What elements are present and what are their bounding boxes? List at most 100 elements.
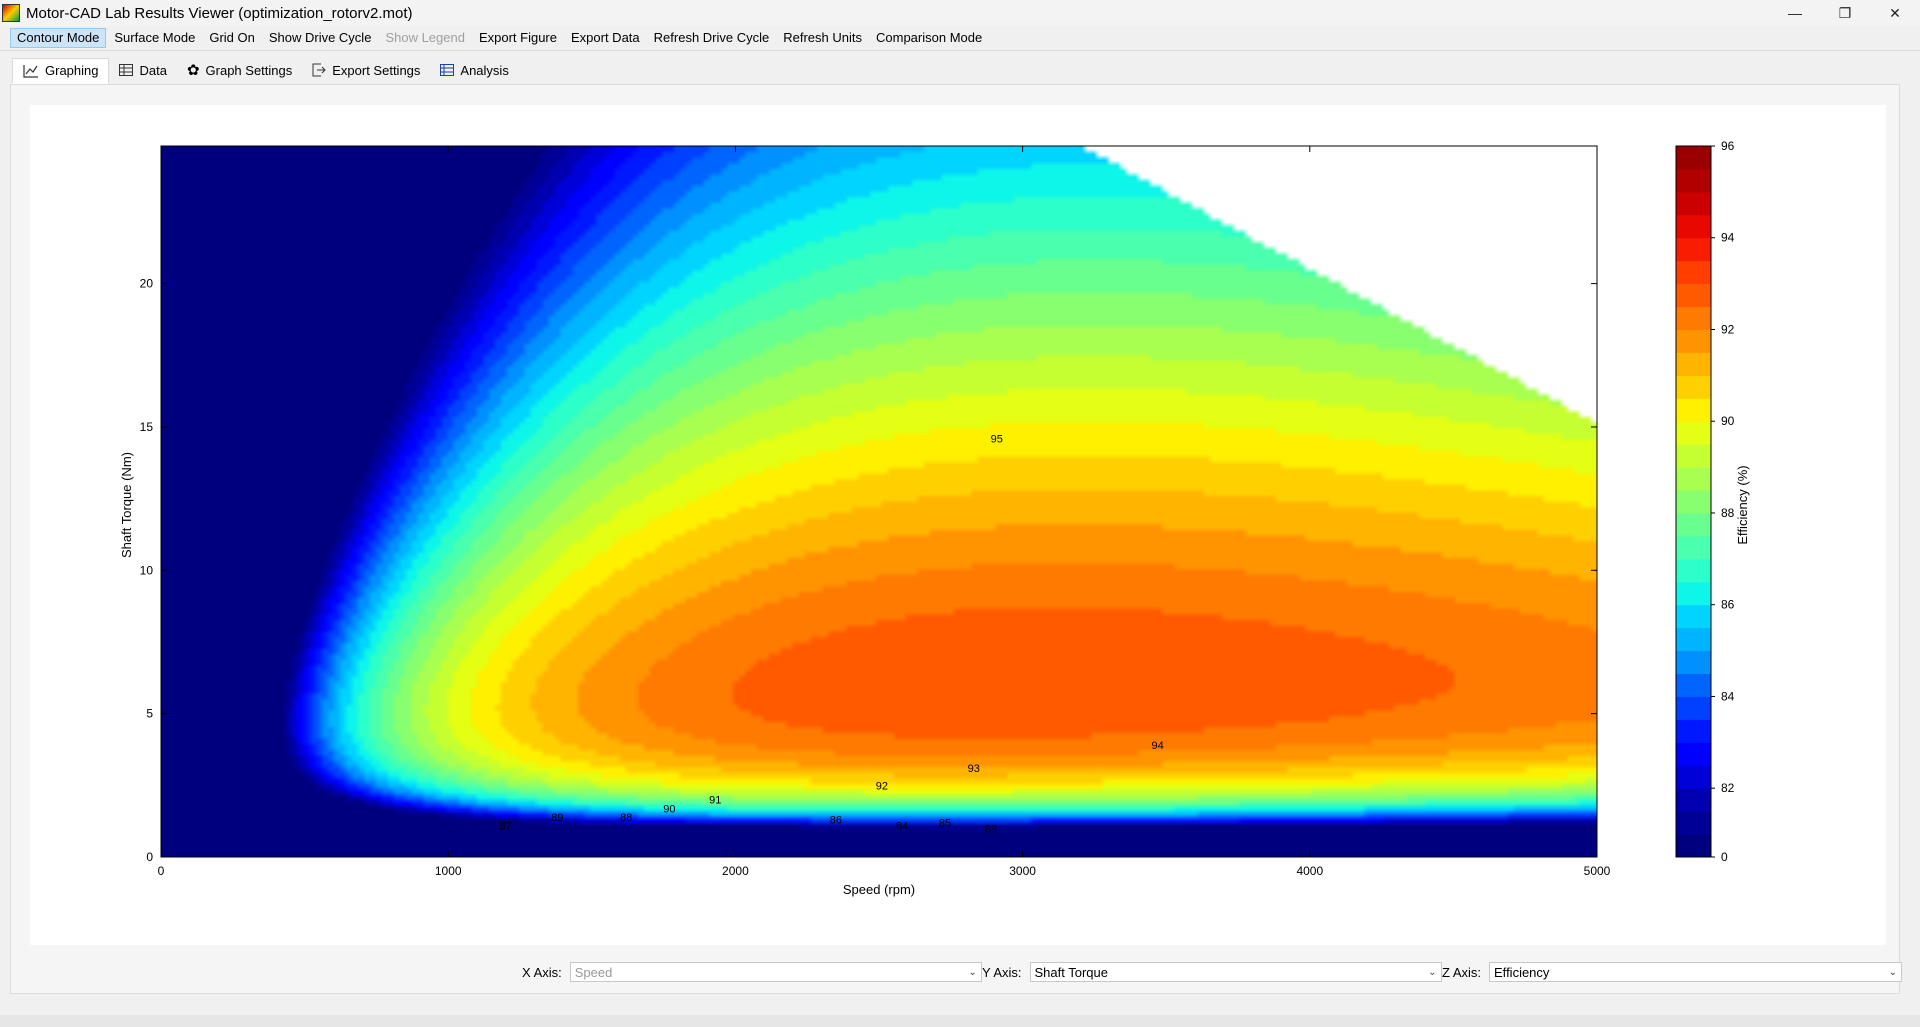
colorbar-band	[1676, 604, 1711, 629]
gear-icon: ✿	[186, 62, 200, 79]
x-tick-label: 5000	[1584, 864, 1611, 878]
show-drive-cycle-button[interactable]: Show Drive Cycle	[268, 30, 372, 45]
x-tick-label: 2000	[722, 864, 749, 878]
colorbar-band	[1676, 375, 1711, 399]
colorbar-band	[1676, 352, 1711, 376]
y-tick-label: 10	[140, 563, 154, 577]
table-icon	[119, 64, 134, 76]
contour-plot-svg: 0 1000 2000 3000 4000 5000 0 5 10 15 20 Speed (rp…	[119, 139, 1750, 897]
colorbar-band	[1676, 467, 1711, 491]
contour-label: 92	[876, 780, 888, 792]
contour-label: 93	[968, 763, 980, 775]
colorbar-tick-label: 84	[1721, 689, 1735, 703]
colorbar-band	[1676, 306, 1711, 330]
tab-analysis-label: Analysis	[460, 62, 509, 78]
tab-data-label: Data	[139, 62, 167, 78]
colorbar-tick-label: 94	[1721, 231, 1735, 245]
colorbar-tick-label: 0	[1721, 850, 1728, 864]
x-tick-label: 3000	[1009, 864, 1036, 878]
y-axis-label: Shaft Torque (Nm)	[119, 452, 134, 558]
tab-export-settings[interactable]: Export Settings	[302, 58, 430, 84]
line-chart-icon	[23, 64, 39, 78]
colorbar-band	[1676, 214, 1711, 239]
x-tick-label: 4000	[1296, 864, 1323, 878]
chevron-down-icon: ⌄	[1888, 966, 1898, 978]
colorbar-band	[1676, 398, 1711, 422]
colorbar-tick-label: 82	[1721, 781, 1735, 795]
comparison-mode-button[interactable]: Comparison Mode	[876, 30, 983, 45]
tab-graph-settings[interactable]: ✿ Graph Settings	[177, 58, 302, 84]
contour-label: 85	[939, 818, 951, 830]
refresh-drive-cycle-button[interactable]: Refresh Drive Cycle	[653, 30, 770, 45]
export-figure-button[interactable]: Export Figure	[478, 30, 557, 45]
contour-label: 87	[500, 820, 512, 832]
y-tick-label: 5	[146, 707, 153, 721]
close-icon[interactable]: ✕	[1889, 4, 1901, 21]
colorbar-tick-label: 88	[1721, 506, 1735, 520]
colorbar-tick-label: 86	[1721, 598, 1735, 612]
x-axis-select-value: Speed	[574, 964, 613, 980]
y-axis-select[interactable]: Shaft Torque ⌄	[1029, 962, 1442, 982]
colorbar-frame	[1675, 145, 1712, 858]
contour-plot-area: 0 1000 2000 3000 4000 5000 0 5 10 15 20 Speed (rp…	[30, 105, 1886, 945]
tab-data[interactable]: Data	[109, 58, 176, 84]
surface-mode-button[interactable]: Surface Mode	[114, 30, 196, 45]
colorbar-band	[1676, 673, 1711, 697]
colorbar-band	[1676, 627, 1711, 652]
colorbar-band	[1676, 490, 1711, 514]
contour-label: 94	[1151, 740, 1163, 752]
colorbar-band	[1676, 788, 1711, 812]
z-axis-select[interactable]: Efficiency ⌄	[1489, 962, 1903, 982]
x-tick-label: 1000	[435, 864, 462, 878]
colorbar-band	[1676, 719, 1711, 743]
tab-export-settings-label: Export Settings	[332, 62, 421, 78]
contour-label: 91	[709, 795, 721, 807]
contour-mode-button[interactable]: Contour Mode	[10, 28, 107, 48]
contour-fill-image	[161, 146, 1597, 857]
tab-analysis[interactable]: Analysis	[430, 58, 518, 84]
colorbar-band	[1676, 742, 1711, 766]
colorbar-band	[1676, 146, 1711, 170]
toolbar-menu: Contour Mode Surface Mode Grid On Show D…	[0, 26, 1920, 51]
contour-label: 89	[551, 812, 563, 824]
export-data-button[interactable]: Export Data	[571, 30, 640, 45]
colorbar-band	[1676, 535, 1711, 560]
minimize-icon[interactable]: —	[1788, 5, 1802, 21]
colorbar-band	[1676, 558, 1711, 583]
restore-icon[interactable]: ❐	[1838, 4, 1852, 21]
export-icon	[312, 63, 326, 77]
tab-graph-settings-label: Graph Settings	[205, 62, 293, 78]
tab-graphing[interactable]: Graphing	[12, 58, 110, 84]
colorbar-band	[1676, 696, 1711, 720]
y-tick-label: 15	[140, 420, 154, 434]
grid-on-button[interactable]: Grid On	[209, 30, 255, 45]
contour-label: 84	[896, 820, 908, 832]
x-axis-control-label: X Axis:	[522, 964, 562, 980]
colorbar-band	[1676, 191, 1711, 216]
axis-selector-bar: X Axis: Speed ⌄ Y Axis: Shaft Torque ⌄ Z…	[0, 955, 1920, 991]
contour-label: 88	[620, 812, 632, 824]
x-axis-select[interactable]: Speed ⌄	[569, 962, 982, 982]
colorbar-band	[1676, 581, 1711, 606]
y-axis-control-label: Y Axis:	[982, 964, 1022, 980]
show-legend-button[interactable]: Show Legend	[385, 30, 465, 45]
colorbar-band	[1676, 765, 1711, 789]
contour-label: 90	[663, 803, 675, 815]
colorbar-band	[1676, 650, 1711, 675]
colorbar-band	[1676, 260, 1711, 285]
tab-bar: Graphing Data ✿ Graph Settings Export Se…	[12, 58, 519, 84]
title-bar: Motor-CAD Lab Results Viewer (optimizati…	[0, 0, 1920, 26]
tab-graphing-label: Graphing	[45, 63, 99, 78]
colorbar-band	[1676, 168, 1711, 193]
z-axis-control-label: Z Axis:	[1442, 964, 1482, 980]
colorbar-band	[1676, 811, 1711, 835]
refresh-units-button[interactable]: Refresh Units	[783, 30, 862, 45]
colorbar-band	[1676, 237, 1711, 262]
colorbar-band	[1676, 283, 1711, 308]
status-bar	[0, 1015, 1920, 1027]
contour-label: 95	[991, 433, 1003, 445]
colorbar-band	[1676, 329, 1711, 353]
z-axis-control: Z Axis: Efficiency ⌄	[1442, 962, 1903, 982]
colorbar-label: Efficiency (%)	[1735, 465, 1750, 544]
x-tick-label: 0	[158, 864, 165, 878]
